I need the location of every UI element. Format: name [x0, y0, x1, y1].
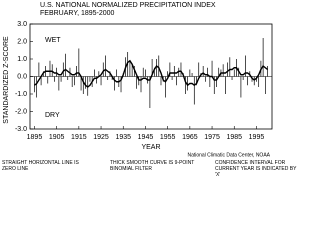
x-tick-label: 1915	[71, 134, 87, 141]
y-axis-label: STANDARDIZED Z-SCORE	[3, 36, 10, 124]
x-tick-label: 1935	[115, 134, 131, 141]
y-tick-label: 3.0	[17, 21, 27, 28]
x-tick-label: 1905	[49, 134, 65, 141]
chart: U.S. NATIONAL NORMALIZED PRECIPITATION I…	[2, 2, 297, 177]
x-axis-label: YEAR	[141, 144, 160, 151]
note-box: THICK SMOOTH CURVE IS 9-POINT BINOMIAL F…	[110, 160, 195, 172]
x-tick-label: 1925	[93, 134, 109, 141]
y-tick-label: 0.0	[17, 73, 27, 80]
note: STRAIGHT HORIZONTAL LINE IS ZERO LINE	[2, 160, 79, 172]
y-tick-label: 1.0	[17, 56, 27, 63]
x-tick-label: 1995	[249, 134, 265, 141]
chart-subtitle: FEBRUARY, 1895-2000	[40, 10, 115, 17]
y-tick-label: -1.0	[15, 91, 27, 98]
y-tick-label: -3.0	[15, 126, 27, 133]
y-tick-label: -2.0	[15, 108, 27, 115]
x-tick-label: 1955	[160, 134, 176, 141]
x-tick-label: 1975	[204, 134, 220, 141]
credit: National Climatic Data Center, NOAA	[187, 152, 270, 158]
note: THICK SMOOTH CURVE IS 9-POINT BINOMIAL F…	[110, 160, 195, 172]
x-tick-label: 1965	[182, 134, 198, 141]
note-box: STRAIGHT HORIZONTAL LINE IS ZERO LINE	[2, 160, 79, 172]
x-tick-label: 1895	[27, 134, 43, 141]
note-box: CONFIDENCE INTERVAL FOR CURRENT YEAR IS …	[215, 160, 297, 177]
chart-title: U.S. NATIONAL NORMALIZED PRECIPITATION I…	[40, 2, 216, 9]
smooth-curve	[34, 59, 268, 88]
dry-label: DRY	[45, 112, 60, 119]
x-tick-label: 1945	[138, 134, 154, 141]
x-tick-label: 1985	[226, 134, 242, 141]
y-tick-label: 2.0	[17, 38, 27, 45]
note: CONFIDENCE INTERVAL FOR CURRENT YEAR IS …	[215, 160, 297, 177]
wet-label: WET	[45, 37, 61, 44]
